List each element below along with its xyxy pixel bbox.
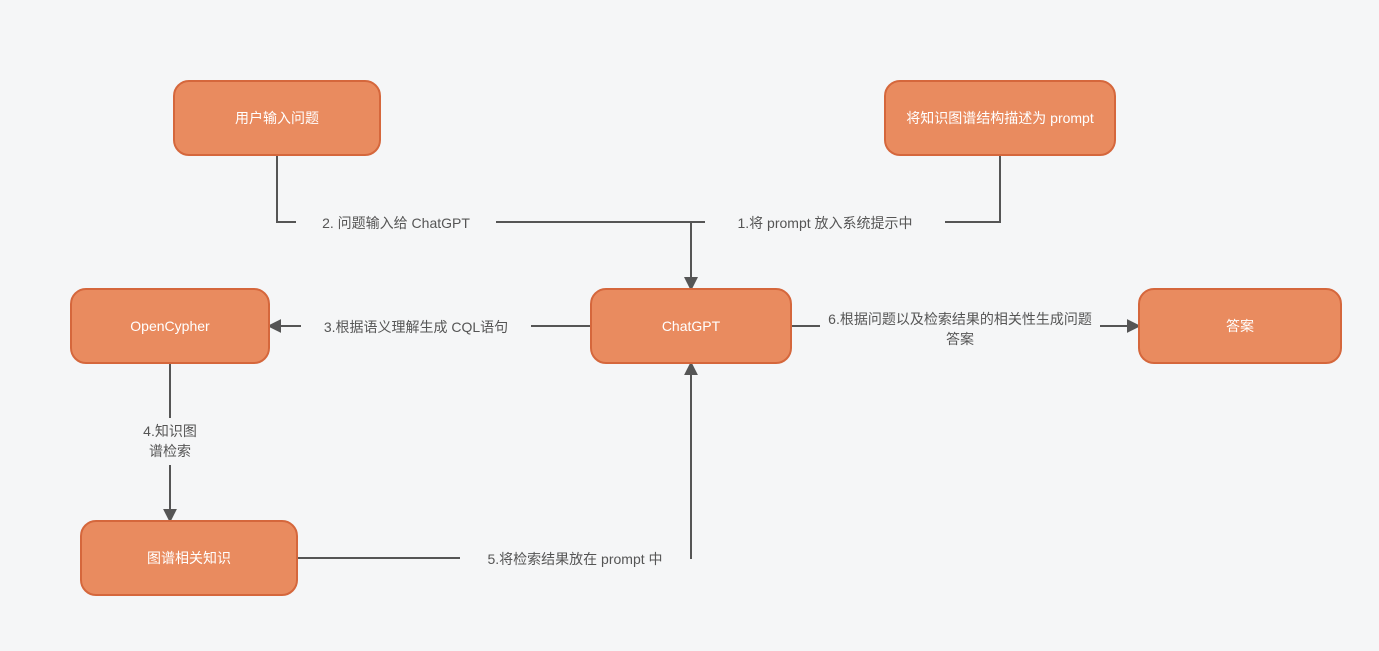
node-chatgpt: ChatGPT [590,288,792,364]
edge-label-1: 1.将 prompt 放入系统提示中 [705,210,945,238]
edge-label-5: 5.将检索结果放在 prompt 中 [460,546,690,574]
edge-e5 [298,364,691,558]
edge-label-6: 6.根据问题以及检索结果的相关性生成问题答案 [820,306,1100,353]
edge-label-4: 4.知识图谱检索 [135,418,205,465]
node-opencypher: OpenCypher [70,288,270,364]
node-user-input: 用户输入问题 [173,80,381,156]
edge-label-2: 2. 问题输入给 ChatGPT [296,210,496,238]
node-kg-prompt: 将知识图谱结构描述为 prompt [884,80,1116,156]
node-kg-knowledge: 图谱相关知识 [80,520,298,596]
node-answer: 答案 [1138,288,1342,364]
flowchart-canvas: 用户输入问题 将知识图谱结构描述为 prompt ChatGPT OpenCyp… [0,0,1379,651]
edge-label-3: 3.根据语义理解生成 CQL语句 [301,314,531,342]
